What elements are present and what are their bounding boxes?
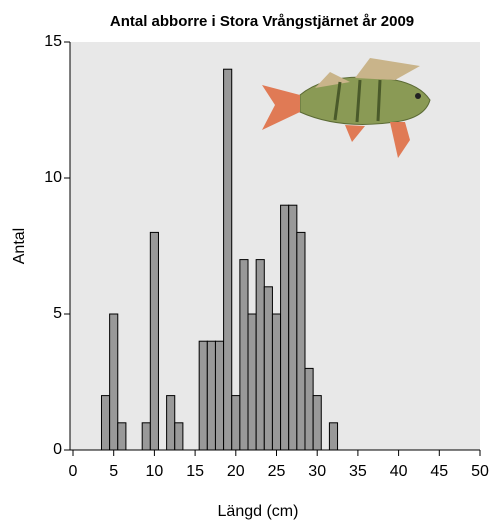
bar bbox=[263, 286, 273, 451]
bar bbox=[198, 340, 208, 451]
chart-title: Antal abborre i Stora Vrångstjärnet år 2… bbox=[110, 13, 414, 30]
y-axis-label: Antal bbox=[11, 228, 28, 264]
bar bbox=[109, 313, 119, 451]
x-tick-label: 45 bbox=[430, 463, 448, 480]
x-tick-label: 50 bbox=[471, 463, 489, 480]
x-tick-label: 5 bbox=[109, 463, 118, 480]
bar bbox=[174, 422, 184, 451]
bar bbox=[206, 340, 216, 451]
bar bbox=[223, 68, 233, 451]
bar bbox=[296, 231, 306, 451]
bar bbox=[288, 204, 298, 451]
bar bbox=[328, 422, 339, 451]
bar bbox=[304, 367, 314, 451]
bar bbox=[231, 395, 241, 451]
bar bbox=[166, 395, 176, 451]
y-tick-label: 10 bbox=[44, 169, 62, 186]
y-tick-label: 15 bbox=[44, 33, 62, 50]
bar bbox=[239, 259, 249, 451]
x-axis-label: Längd (cm) bbox=[218, 503, 299, 520]
bar bbox=[100, 395, 111, 451]
fish-illustration bbox=[262, 58, 431, 158]
x-tick-label: 35 bbox=[349, 463, 367, 480]
x-tick-label: 10 bbox=[146, 463, 164, 480]
bar bbox=[247, 313, 257, 451]
bar bbox=[312, 395, 322, 451]
bar bbox=[117, 422, 127, 451]
y-tick-label: 0 bbox=[53, 441, 62, 458]
x-tick-label: 40 bbox=[390, 463, 408, 480]
bar bbox=[271, 313, 282, 451]
bar bbox=[280, 204, 290, 451]
bar bbox=[149, 231, 159, 451]
bar bbox=[214, 340, 225, 451]
x-tick-label: 20 bbox=[227, 463, 245, 480]
bar bbox=[141, 422, 151, 451]
y-tick-label: 5 bbox=[53, 305, 62, 322]
x-tick-label: 0 bbox=[69, 463, 78, 480]
bar bbox=[255, 259, 265, 451]
x-tick-label: 25 bbox=[268, 463, 286, 480]
x-tick-label: 30 bbox=[308, 463, 326, 480]
x-tick-label: 15 bbox=[186, 463, 204, 480]
